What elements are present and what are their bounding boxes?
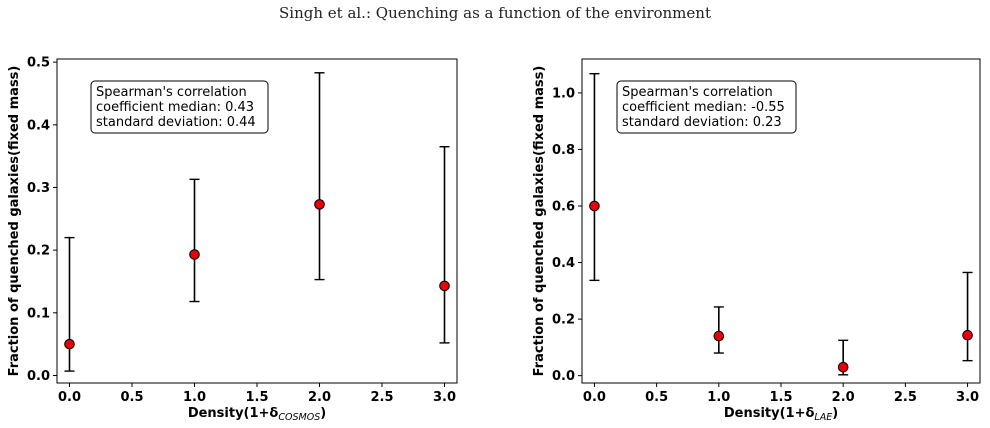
right-y-tick-label: 0.4 — [552, 256, 575, 271]
right-annotation-box — [616, 80, 797, 134]
right-annotation-line: coefficient median: -0.55 — [622, 100, 785, 115]
right-x-tick-label: 1.0 — [707, 390, 730, 405]
left-y-tick-label: 0.4 — [27, 118, 50, 133]
left-y-axis-label: Fraction of quenched galaxies(fixed mass… — [7, 66, 22, 377]
right-annotation-line: Spearman's correlation — [622, 85, 773, 100]
left-data-point — [64, 338, 75, 350]
left-y-tick-label: 0.2 — [27, 244, 50, 259]
left-annotation-box — [90, 80, 269, 134]
right-data-point — [589, 200, 600, 212]
right-x-tick-label: 0.0 — [583, 390, 606, 405]
page-header: Singh et al.: Quenching as a function of… — [279, 4, 711, 22]
right-data-point — [962, 329, 973, 341]
left-annotation-line: standard deviation: 0.44 — [96, 115, 256, 130]
right-x-tick-label: 3.0 — [956, 390, 979, 405]
left-x-tick-label: 2.0 — [308, 390, 331, 405]
right-y-tick-label: 0.0 — [552, 369, 575, 384]
left-x-axis-label: Density(1+δCOSMOS) — [188, 406, 326, 423]
right-y-tick-label: 1.0 — [552, 86, 575, 101]
right-data-point — [837, 361, 849, 373]
right-y-tick-label: 0.8 — [552, 143, 575, 158]
left-x-tick-label: 1.0 — [183, 390, 206, 405]
left-x-tick-label: 0.5 — [120, 390, 143, 405]
left-x-tick-label: 2.5 — [370, 390, 393, 405]
left-data-point — [314, 199, 325, 210]
left-y-tick-label: 0.5 — [27, 56, 50, 71]
left-data-point — [439, 280, 450, 292]
left-x-tick-label: 1.5 — [245, 390, 268, 405]
right-y-tick-label: 0.2 — [552, 313, 575, 328]
right-annotation-line: standard deviation: 0.23 — [622, 115, 782, 130]
left-data-point — [189, 249, 200, 260]
right-x-axis-label: Density(1+δLAE) — [724, 406, 838, 423]
left-annotation-line: Spearman's correlation — [96, 85, 247, 100]
left-x-tick-label: 3.0 — [433, 390, 456, 405]
left-y-tick-label: 0.1 — [27, 306, 50, 321]
left-annotation-line: coefficient median: 0.43 — [96, 100, 254, 115]
right-y-tick-label: 0.6 — [552, 200, 575, 215]
right-x-tick-label: 0.5 — [645, 390, 668, 405]
right-x-tick-label: 1.5 — [769, 390, 792, 405]
right-data-point — [713, 330, 725, 342]
left-chart: 0.0 0.5 1.0 1.5 2.0 2.5 3.0 0.0 0.1 0.2 0.3 0.4 0.5 D… — [7, 56, 458, 423]
right-x-tick-label: 2.5 — [894, 390, 917, 405]
left-y-tick-label: 0.3 — [27, 181, 50, 196]
right-y-axis-label: Fraction of quenched galaxies(fixed mass… — [532, 66, 547, 377]
right-x-tick-label: 2.0 — [832, 390, 855, 405]
left-x-tick-label: 0.0 — [58, 390, 81, 405]
right-chart: 0.0 0.5 1.0 1.5 2.0 2.5 3.00.00.20.40.60.81.0D… — [532, 58, 981, 423]
left-y-tick-label: 0.0 — [27, 369, 50, 384]
